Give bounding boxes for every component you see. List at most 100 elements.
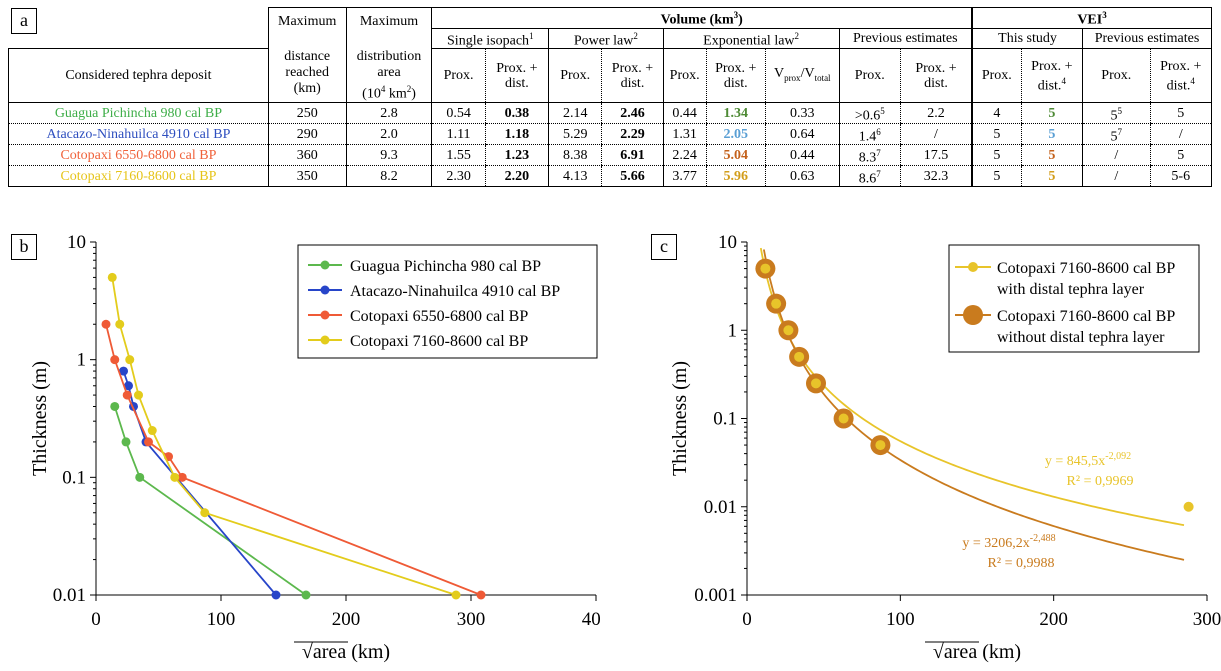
cell-vr: 0.44: [764, 144, 840, 167]
y-tick-label: 1: [728, 320, 738, 341]
cell-pv-p: /: [1082, 165, 1151, 188]
legend-marker: [320, 335, 330, 345]
max-distance-h0: Maximum: [278, 14, 337, 29]
cell-vei-p: 5: [971, 165, 1022, 188]
cell-vei-pd: 5: [1020, 102, 1083, 125]
pe-prox-h: Prox.: [838, 48, 901, 104]
max-distance-h3: (km): [293, 80, 321, 96]
cell-pl-pd: 2.46: [601, 102, 664, 125]
cell-pl-p: 8.38: [548, 144, 602, 167]
cell-dist: 350: [267, 165, 347, 188]
data-point: [119, 366, 128, 376]
legend-label: Atacazo-Ninahuilca 4910 cal BP: [350, 283, 560, 300]
fit-without-distal-equation: y = 3206,2x-2,488: [962, 533, 1055, 551]
legend-label: Guagua Pichincha 980 cal BP: [350, 258, 541, 275]
legend-marker: [320, 285, 330, 295]
panel-label-a: a: [11, 8, 37, 34]
cell-pe-pd: 17.5: [899, 144, 973, 167]
cell-pe-p: >0.65: [838, 102, 901, 125]
exponential-law-header: Exponential law2: [662, 27, 840, 49]
pv-proxdist-h: Prox. + dist.4: [1149, 48, 1213, 104]
x-tick-label: 0: [91, 609, 101, 630]
legend-marker: [963, 305, 983, 325]
volume-table: Maximum Maximum Volume (km3) VEI3 Single…: [8, 6, 1213, 188]
cell-area: 2.8: [345, 102, 432, 125]
data-point: [760, 263, 771, 274]
cell-si-p: 1.55: [431, 144, 486, 167]
max-distance-h1: distance: [284, 48, 331, 64]
data-point: [144, 437, 153, 447]
cell-si-pd: 2.20: [484, 165, 549, 188]
table-row: Cotopaxi 6550-6800 cal BP 360 9.3 1.55 1.23 8…: [8, 144, 1213, 167]
y-tick-label: 0.01: [704, 497, 737, 518]
legend-marker: [320, 260, 330, 270]
ex-proxdist-h: Prox. + dist.: [705, 48, 766, 104]
cell-ex-pd: 5.96: [705, 165, 766, 188]
y-tick-label: 0.1: [62, 467, 86, 488]
legend-label: Cotopaxi 7160-8600 cal BP: [997, 308, 1175, 325]
deposit-name: Guagua Pichincha 980 cal BP: [8, 102, 269, 125]
this-study-header: This study: [971, 27, 1083, 49]
ex-prox-h: Prox.: [662, 48, 707, 104]
legend-box: [948, 244, 1200, 353]
cell-ex-pd: 2.05: [705, 123, 766, 146]
cell-pv-pd: 5: [1149, 144, 1213, 167]
chart-thickness-vs-area: 0.010.11100100200300400Thickness (m)√are…: [29, 232, 600, 663]
cell-vei-pd: 5: [1020, 165, 1083, 188]
cell-vr: 0.64: [764, 123, 840, 146]
cell-vei-p: 5: [971, 144, 1022, 167]
x-tick-label: 200: [332, 609, 361, 630]
cell-pl-pd: 5.66: [601, 165, 664, 188]
y-axis-label: Thickness (m): [29, 361, 51, 476]
cell-pe-p: 8.67: [838, 165, 901, 188]
x-axis-label: √area (km): [933, 641, 1021, 663]
data-point: [101, 319, 111, 329]
cell-vr: 0.63: [764, 165, 840, 188]
legend-label: Cotopaxi 6550-6800 cal BP: [350, 308, 528, 325]
x-tick-label: 300: [1193, 609, 1221, 630]
volume-header: Volume (km3): [431, 7, 973, 29]
previous-estimates-header: Previous estimates: [838, 27, 973, 49]
cell-vei-pd: 5: [1020, 123, 1083, 146]
fit-with-distal-equation: y = 845,5x-2,092: [1045, 451, 1131, 469]
data-point: [271, 590, 281, 600]
x-tick-label: 100: [886, 609, 915, 630]
si-proxdist-h: Prox. + dist.: [484, 48, 549, 104]
cell-pl-p: 5.29: [548, 123, 602, 146]
panel-label-c: c: [651, 234, 677, 260]
previous-estimates-vei-header: Previous estimates: [1082, 27, 1212, 49]
cell-si-pd: 1.23: [484, 144, 549, 167]
data-point: [110, 401, 120, 411]
cell-area: 9.3: [345, 144, 432, 167]
max-area-unit: (104 km2): [362, 83, 416, 102]
y-tick-label: 0.01: [53, 585, 86, 606]
cell-pv-p: 55: [1082, 102, 1151, 125]
cell-dist: 290: [267, 123, 347, 146]
x-tick-label: 100: [207, 609, 236, 630]
x-axis-label: √area (km): [302, 641, 390, 663]
cell-pe-pd: 2.2: [899, 102, 973, 125]
max-distance-h2: reached: [285, 64, 329, 80]
fit-curve: [759, 247, 1185, 527]
deposit-name: Cotopaxi 6550-6800 cal BP: [8, 144, 269, 167]
data-point: [1183, 501, 1194, 512]
first-col-header: Considered tephra deposit: [8, 48, 269, 104]
x-tick-label: 400: [582, 609, 600, 630]
si-prox-h: Prox.: [431, 48, 486, 104]
data-point: [301, 590, 311, 600]
cell-ex-p: 3.77: [662, 165, 707, 188]
cell-si-p: 1.11: [431, 123, 486, 146]
cell-si-p: 2.30: [431, 165, 486, 188]
series-line: [111, 277, 457, 596]
pl-proxdist-h: Prox. + dist.: [601, 48, 664, 104]
table-row: Atacazo-Ninahuilca 4910 cal BP 290 2.0 1.11…: [8, 123, 1213, 146]
cell-pe-p: 8.37: [838, 144, 901, 167]
data-point: [122, 390, 132, 400]
cell-ex-p: 2.24: [662, 144, 707, 167]
legend-marker: [320, 310, 330, 320]
table-row: Guagua Pichincha 980 cal BP 250 2.8 0.54 0.3…: [8, 102, 1213, 125]
cell-pl-p: 2.14: [548, 102, 602, 125]
data-point: [783, 325, 794, 336]
cell-pl-pd: 6.91: [601, 144, 664, 167]
power-law-header: Power law2: [548, 27, 664, 49]
